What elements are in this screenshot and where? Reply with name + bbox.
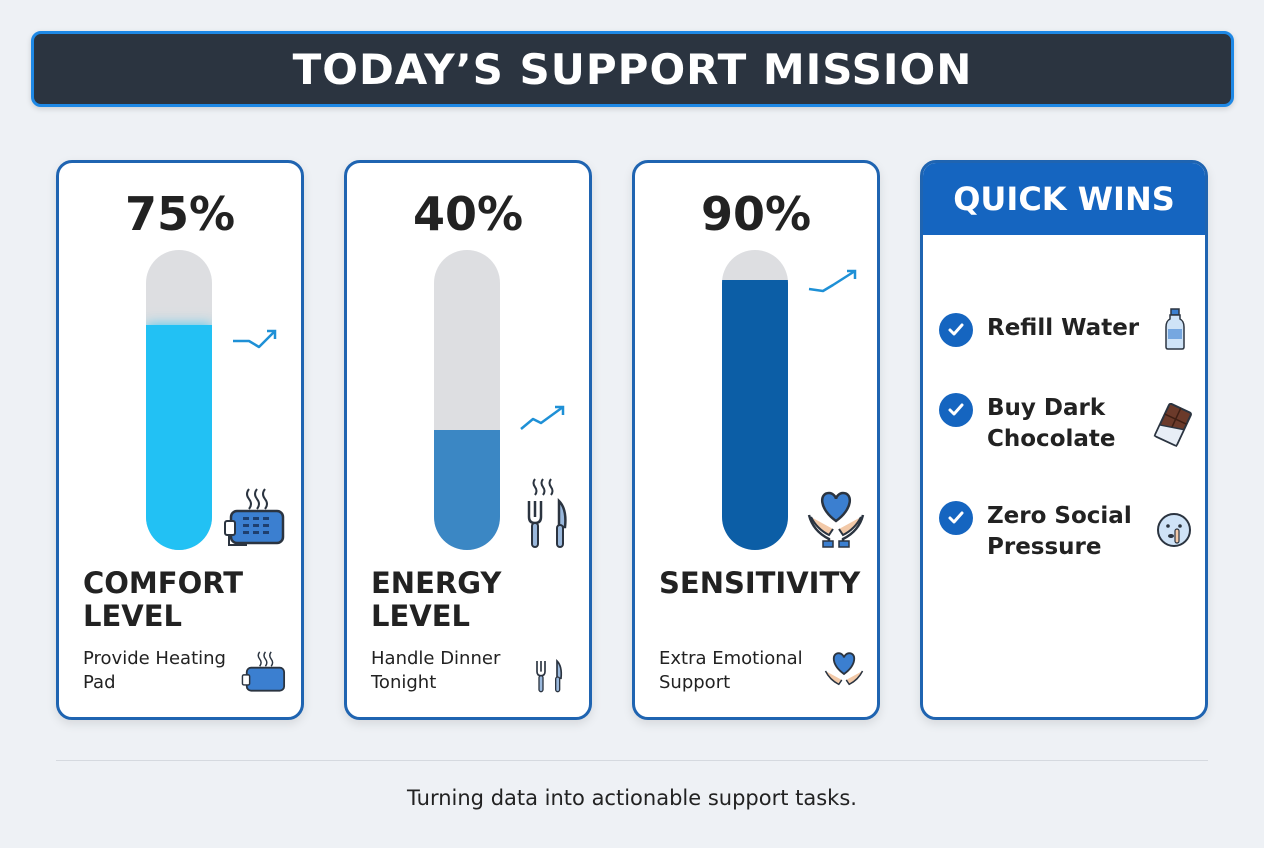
gauge-tube <box>722 250 788 550</box>
gauge-name: SENSITIVITY <box>659 566 861 600</box>
quick-wins-header: QUICK WINS <box>923 163 1205 235</box>
gauge-fill <box>722 280 788 550</box>
footer-caption: Turning data into actionable support tas… <box>407 786 857 810</box>
fork-knife-icon <box>527 478 567 548</box>
quick-wins-card: QUICK WINS Refill Water Buy Dark Chocola… <box>920 160 1208 720</box>
gauge-fill <box>146 325 212 550</box>
quick-win-label: Refill Water <box>987 315 1140 341</box>
trend-up-icon <box>808 269 857 293</box>
heating-pad-icon <box>224 488 285 546</box>
check-icon <box>939 501 973 535</box>
gauge-task: Extra Emotional Support <box>659 648 803 693</box>
shush-face-icon <box>1157 513 1191 547</box>
trend-up-icon <box>520 405 565 430</box>
heart-hands-icon <box>824 652 864 686</box>
heating-pad-icon <box>241 651 286 692</box>
gauge-fill <box>434 430 500 550</box>
trend-up-icon <box>233 329 277 349</box>
check-icon <box>939 313 973 347</box>
heart-hands-icon <box>807 491 865 548</box>
gauge-name: ENERGY LEVEL <box>371 566 502 633</box>
gauge-card-sensitivity: 90% SENSITIVITY Extra Emotional Support <box>632 160 880 720</box>
page-title: TODAY’S SUPPORT MISSION <box>292 44 973 94</box>
title-banner: TODAY’S SUPPORT MISSION <box>31 31 1234 107</box>
quick-win-label: Buy Dark Chocolate <box>987 395 1116 452</box>
gauge-tube <box>146 250 212 550</box>
gauge-percent: 90% <box>700 187 812 241</box>
gauge-percent: 75% <box>124 187 236 241</box>
footer-divider <box>56 760 1208 761</box>
quick-win-label: Zero Social Pressure <box>987 503 1132 560</box>
gauge-name: COMFORT LEVEL <box>83 566 244 633</box>
gauge-task: Provide Heating Pad <box>83 648 226 693</box>
quick-win-item[interactable]: Buy Dark Chocolate <box>939 393 1147 455</box>
check-icon <box>939 393 973 427</box>
gauge-card-energy: 40% ENERGY LEVEL Handle Dinner Tonight <box>344 160 592 720</box>
chocolate-bar-icon <box>1153 403 1192 447</box>
fork-knife-icon <box>536 658 563 693</box>
gauge-tube <box>434 250 500 550</box>
gauge-task: Handle Dinner Tonight <box>371 648 501 693</box>
water-bottle-icon <box>1165 308 1185 350</box>
quick-win-item[interactable]: Refill Water <box>939 313 1147 347</box>
quick-wins-title: QUICK WINS <box>953 180 1175 218</box>
gauge-card-comfort: 75% COMFORT LEVEL Provide Heating Pad <box>56 160 304 720</box>
gauge-percent: 40% <box>412 187 524 241</box>
quick-win-item[interactable]: Zero Social Pressure <box>939 501 1147 563</box>
